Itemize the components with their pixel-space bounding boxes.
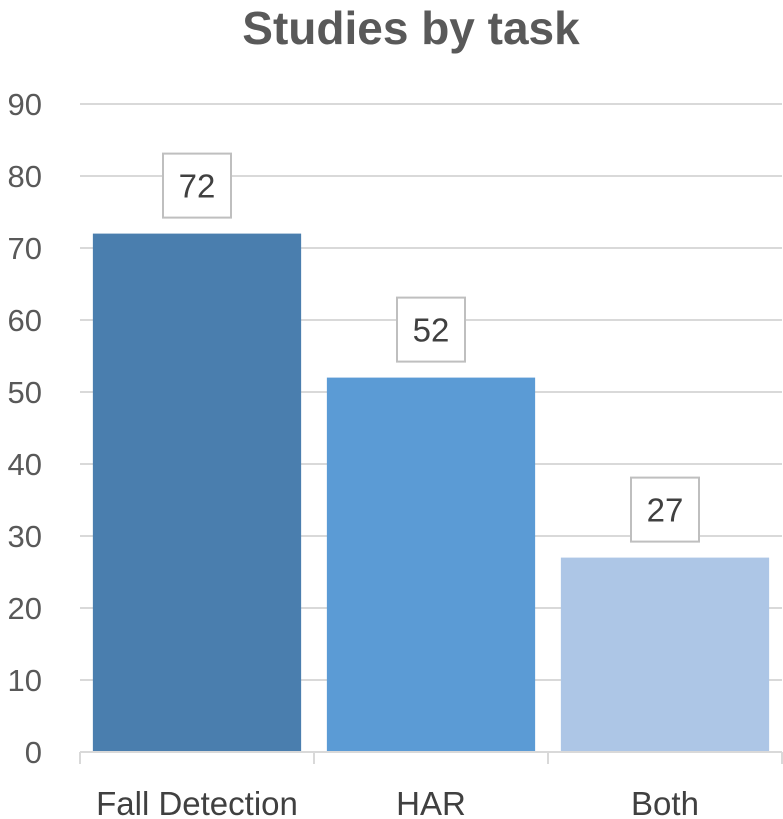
data-label: 72: [179, 168, 216, 205]
data-label-box: [396, 296, 466, 363]
y-tick-label: 0: [25, 735, 42, 770]
y-tick-label: 30: [8, 519, 42, 554]
data-labels: 72 52 27: [162, 152, 700, 543]
x-axis: [79, 751, 783, 764]
bars: [92, 233, 770, 753]
x-axis-categories: Fall Detection HAR Both: [96, 785, 699, 819]
y-tick-label: 40: [8, 447, 42, 482]
y-axis-ticks: 0 10 20 30 40 50 60 70 80 90: [8, 87, 42, 770]
y-tick-label: 60: [8, 303, 42, 338]
data-label-box: [630, 476, 700, 543]
y-tick-label: 80: [8, 159, 42, 194]
y-tick-label: 50: [8, 375, 42, 410]
bar: [92, 233, 302, 753]
x-category-label: HAR: [396, 785, 466, 819]
y-tick-label: 20: [8, 591, 42, 626]
bar: [326, 377, 536, 752]
bar: [560, 557, 770, 752]
x-category-label: Fall Detection: [96, 785, 298, 819]
chart-title: Studies by task: [242, 2, 580, 54]
data-label-box: [162, 152, 232, 219]
data-label: 27: [647, 492, 684, 529]
y-tick-label: 10: [8, 663, 42, 698]
x-category-label: Both: [631, 785, 699, 819]
y-tick-label: 70: [8, 231, 42, 266]
data-label: 52: [413, 312, 450, 349]
y-tick-label: 90: [8, 87, 42, 122]
